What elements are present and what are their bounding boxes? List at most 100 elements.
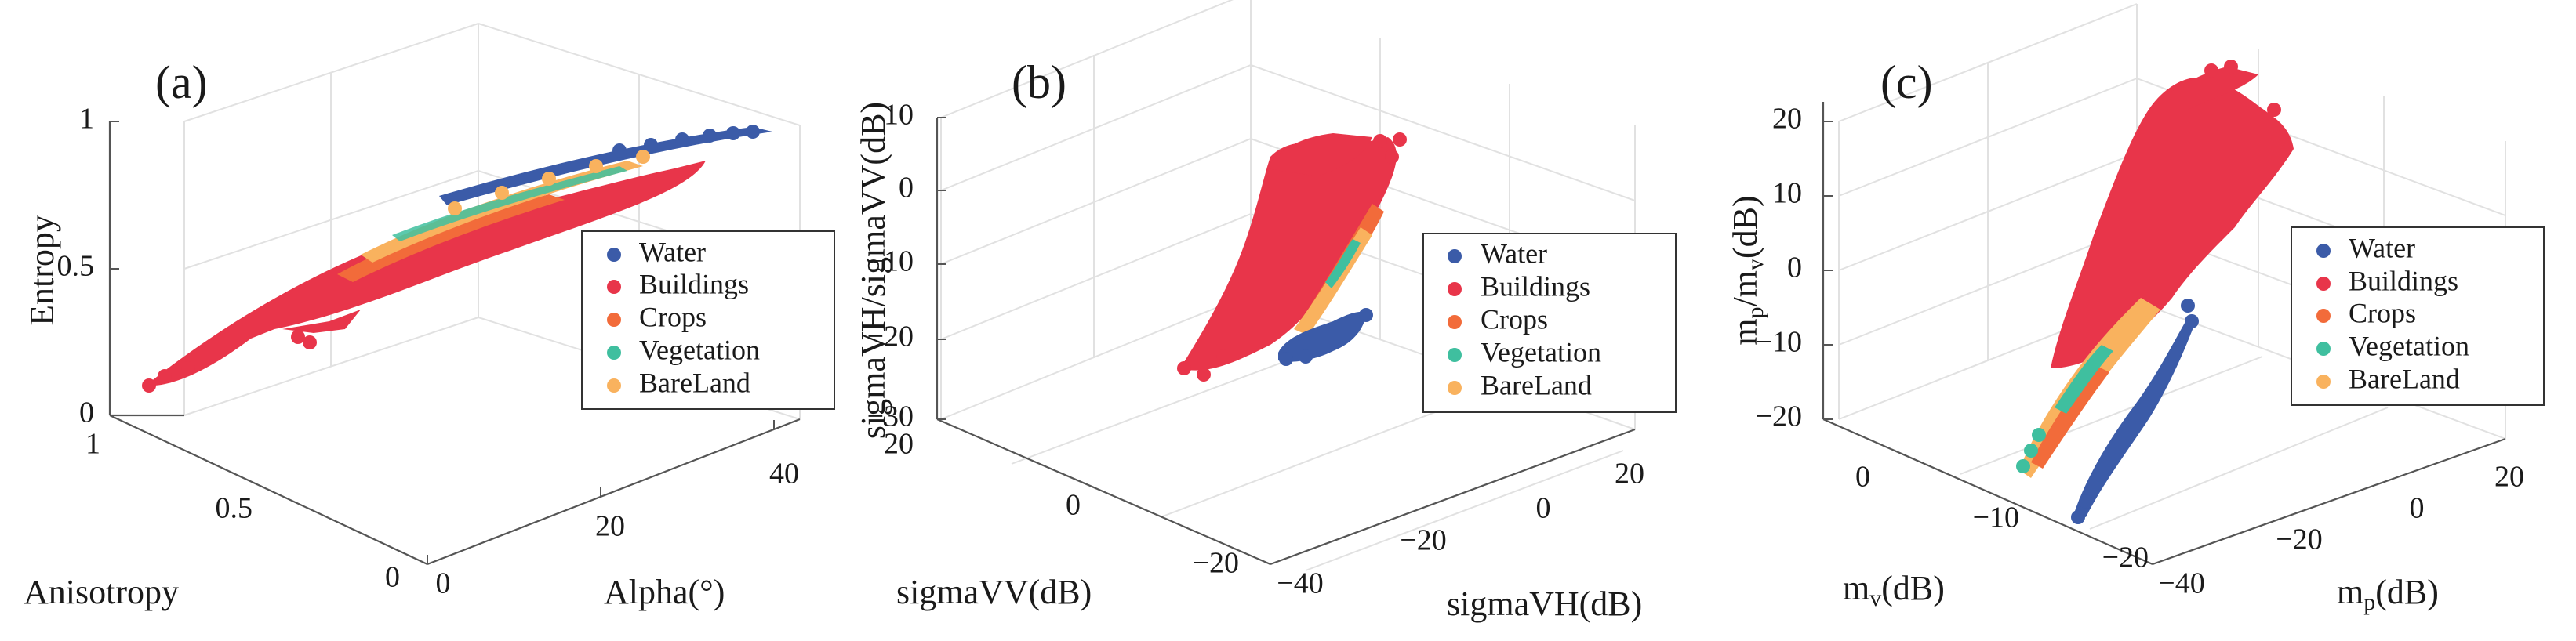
legend-buildings-marker xyxy=(1448,282,1462,296)
panel-b-legend-vegetation: Vegetation xyxy=(1448,336,1601,368)
legend-vegetation-label: Vegetation xyxy=(2349,330,2469,361)
panel-c-ylabel: mv(dB) xyxy=(1843,569,1945,611)
panel-c-buildings-cloud xyxy=(2051,78,2294,369)
panel-b-legend-buildings: Buildings xyxy=(1448,270,1590,302)
panel-c-crops-band xyxy=(2031,364,2109,469)
legend-vegetation-marker xyxy=(607,346,621,360)
panel-c-vegetation-band xyxy=(2055,345,2113,414)
panel-a: 1 0.5 0 1 0.5 0 0 20 40 Entropy Anisotro… xyxy=(23,23,835,611)
legend-crops-label: Crops xyxy=(2349,297,2416,328)
panel-b-buildings-cloud xyxy=(1180,137,1397,371)
panel-a-ztick-0.5: 0.5 xyxy=(57,250,95,283)
panel-a-buildings-edge xyxy=(282,310,361,333)
legend-buildings-marker xyxy=(2316,277,2331,291)
panel-b-xtick-20: 20 xyxy=(1615,458,1644,491)
panel-c-label: (c) xyxy=(1880,56,1933,108)
panel-a-ytick-0: 0 xyxy=(385,561,400,594)
panel-a-vegetation-band xyxy=(392,166,627,241)
panel-c-red-markers xyxy=(2204,60,2281,117)
panel-c-ztick-m20: −20 xyxy=(1756,400,1802,433)
panel-b-label: (b) xyxy=(1012,56,1066,108)
panel-b-ylabel: sigmaVV(dB) xyxy=(896,573,1092,611)
panel-c-ztick-0: 0 xyxy=(1787,252,1802,284)
legend-crops-marker xyxy=(607,313,621,327)
panel-b-ytick-0: 0 xyxy=(1066,489,1081,522)
legend-crops-marker xyxy=(2316,309,2331,323)
panel-c-ztick-20: 20 xyxy=(1772,103,1802,136)
legend-vegetation-marker xyxy=(2316,342,2331,356)
panel-b-legend: Water Buildings Crops Vegetation BareLan… xyxy=(1422,233,1677,413)
panel-b-points xyxy=(1177,132,1407,382)
panel-c-xlabel-unit: (dB) xyxy=(2375,573,2439,611)
legend-crops-marker xyxy=(1448,315,1462,329)
panel-a-ztick-1: 1 xyxy=(79,103,94,136)
legend-bareland-marker xyxy=(607,378,621,393)
panel-c-ytick-m10: −10 xyxy=(1973,502,2019,534)
legend-buildings-label: Buildings xyxy=(639,268,749,299)
legend-bareland-label: BareLand xyxy=(1481,369,1592,400)
legend-crops-label: Crops xyxy=(639,301,707,332)
panel-c-ztick-10: 10 xyxy=(1772,177,1802,210)
panel-c-zlabel: mp/mv(dB) xyxy=(1726,195,1768,345)
legend-vegetation-marker xyxy=(1448,348,1462,362)
panel-c-ylabel-unit: (dB) xyxy=(1881,569,1945,607)
legend-bareland-marker xyxy=(2316,375,2331,389)
panel-c-buildings-top xyxy=(2149,67,2258,110)
panel-b-red-markers xyxy=(1177,132,1407,382)
legend-water-marker xyxy=(607,248,621,262)
panel-c: 20 10 0 −10 −20 0 −10 −20 −40 −20 0 20 m… xyxy=(1726,3,2545,615)
panel-b-ztick-10: 10 xyxy=(884,99,914,132)
panel-c-green-markers xyxy=(2016,428,2046,473)
panel-a-bareland-markers xyxy=(448,150,650,215)
panel-a-ytick-0.5: 0.5 xyxy=(216,492,253,525)
legend-water-label: Water xyxy=(2349,232,2415,263)
panel-a-ylabel: Anisotropy xyxy=(24,573,179,611)
panel-c-xtick-m40: −40 xyxy=(2158,567,2204,600)
panel-a-ztick-0: 0 xyxy=(79,397,94,429)
panel-c-zlabel-sep: /m xyxy=(1726,270,1764,306)
panel-c-blue-markers xyxy=(2071,299,2199,524)
panel-c-legend-vegetation: Vegetation xyxy=(2316,330,2469,361)
panel-c-xtick-0: 0 xyxy=(2410,492,2425,525)
panel-b-ztick-m30: −30 xyxy=(867,400,914,433)
panel-b-blue-markers xyxy=(1279,308,1373,366)
legend-water-marker xyxy=(1448,249,1462,263)
panel-c-xlabel-main: m xyxy=(2337,573,2363,611)
panel-b-ztick-0: 0 xyxy=(899,172,914,205)
panel-b-zlabel: sigmaVH/sigmaVV(dB) xyxy=(854,102,892,439)
panel-c-ylabel-main: m xyxy=(1843,569,1869,607)
panel-a-bareland-band xyxy=(361,161,643,263)
panel-a-buildings-cloud xyxy=(146,161,706,386)
legend-vegetation-label: Vegetation xyxy=(1481,336,1601,368)
legend-bareland-label: BareLand xyxy=(2349,363,2460,394)
panel-a-xtick-20: 20 xyxy=(595,510,625,543)
panel-c-xlabel: mp(dB) xyxy=(2337,573,2439,615)
legend-buildings-marker xyxy=(607,280,621,294)
legend-buildings-label: Buildings xyxy=(1481,270,1590,302)
panel-c-ytick-0: 0 xyxy=(1855,461,1870,494)
panel-c-legend: Water Buildings Crops Vegetation BareLan… xyxy=(2291,226,2545,406)
panel-a-zlabel: Entropy xyxy=(23,215,61,326)
panel-c-ztick-m10: −10 xyxy=(1756,326,1802,359)
panel-a-legend-water: Water xyxy=(607,236,706,267)
panel-c-ytick-m20: −20 xyxy=(2102,541,2149,574)
legend-water-label: Water xyxy=(639,236,706,267)
panel-b: 10 0 −10 −20 −30 20 0 −20 −40 −20 0 20 s… xyxy=(854,0,1677,623)
panel-a-legend-crops: Crops xyxy=(607,301,707,332)
panel-c-ylabel-sub: v xyxy=(1869,585,1881,611)
panel-b-xtick-0: 0 xyxy=(1536,492,1551,525)
panel-b-xlabel: sigmaVH(dB) xyxy=(1447,585,1642,623)
panel-a-legend-bareland: BareLand xyxy=(607,367,750,398)
panel-a-xtick-40: 40 xyxy=(769,458,799,491)
panel-a-crops-band xyxy=(337,194,565,282)
panel-c-zlabel-main-a: m xyxy=(1726,318,1764,345)
panel-b-legend-water: Water xyxy=(1448,237,1547,269)
panel-a-water-markers xyxy=(612,125,760,158)
panel-a-label: (a) xyxy=(155,56,208,108)
panel-b-xtick-m40: −40 xyxy=(1277,567,1323,600)
panel-a-legend-vegetation: Vegetation xyxy=(607,334,760,365)
panel-b-legend-bareland: BareLand xyxy=(1448,369,1592,400)
panel-b-xtick-m20: −20 xyxy=(1400,524,1446,557)
panel-a-ytick-1: 1 xyxy=(85,428,100,461)
